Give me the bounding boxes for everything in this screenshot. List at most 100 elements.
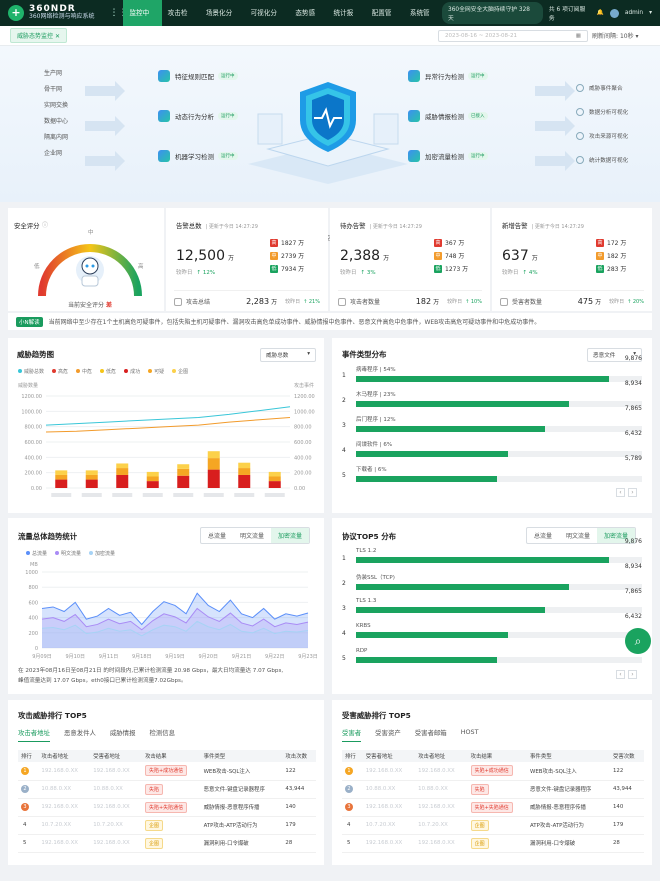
segment-tab[interactable]: 总流量 (208, 533, 227, 540)
bell-icon[interactable]: 🔔 (596, 10, 604, 16)
rank-tab[interactable]: 受害资产 (375, 729, 401, 737)
avatar[interactable] (609, 8, 619, 18)
nav-item[interactable]: 场景化分析 (205, 9, 233, 43)
next-icon[interactable]: › (628, 488, 637, 497)
nav-item[interactable]: 可视化分析 (250, 9, 277, 43)
feature-threat-intel[interactable]: 威胁情报检测 已接入 (408, 110, 488, 122)
delta-value: ↑ 12% (196, 270, 216, 276)
bar-row[interactable]: 4 KRBS 6,432 (342, 613, 642, 638)
column-header[interactable]: 受害者地址 (362, 750, 416, 762)
table-row[interactable]: 1 192.168.0.XX 192.168.0.XX 失陷+成功通信 WEB攻击-SQ… (342, 762, 644, 781)
output-item[interactable]: 数据分析可视化 (576, 100, 628, 124)
table-cell: 10.88.0.XX (90, 780, 142, 799)
legend-item[interactable]: 明文流量 (55, 550, 81, 557)
trend-dropdown[interactable]: 威胁总数 ▾ (260, 348, 316, 362)
refresh-interval[interactable]: 刷新间隔: 10秒 ▾ (592, 33, 639, 40)
segment-tab[interactable]: 加密流量 (271, 528, 310, 543)
app-grid-icon[interactable]: ⋮⋮ (109, 8, 128, 18)
nav-item[interactable]: 监控中心 (123, 0, 162, 43)
nav-item[interactable]: 攻击检测 (167, 9, 188, 43)
column-header[interactable]: 排行 (18, 750, 39, 762)
prev-icon[interactable]: ‹ (616, 488, 625, 497)
output-item[interactable]: 统计数据可视化 (576, 148, 628, 172)
feature-rule-match[interactable]: 特征规则匹配 运行中 (158, 70, 238, 82)
bar-row[interactable]: 4 间谍软件 | 6% 6,432 (342, 430, 642, 457)
legend-item[interactable]: 加密流量 (89, 550, 115, 557)
bar-row[interactable]: 2 伪装SSL（TCP) 8,934 (342, 563, 642, 590)
rank-tab[interactable]: 检测信息 (149, 729, 176, 737)
next-icon[interactable]: › (628, 670, 637, 679)
legend-item[interactable]: 总流量 (26, 550, 47, 557)
left-axis-label: 威胁数量 (18, 383, 39, 389)
tab-threat-monitor[interactable]: 威胁态势监控 ✕ (10, 28, 67, 43)
column-header[interactable]: 攻击者地址 (38, 750, 91, 762)
legend-item[interactable]: 成功 (124, 368, 140, 375)
segment-tab[interactable]: 明文流量 (566, 533, 591, 540)
column-header[interactable]: 受害次数 (609, 750, 644, 762)
close-icon[interactable]: ✕ (54, 33, 60, 40)
bar-row[interactable]: 3 TLS 1.3 7,865 (342, 588, 642, 613)
column-header[interactable]: 受害者地址 (90, 750, 142, 762)
table-row[interactable]: 4 10.7.20.XX 10.7.20.XX 企图 ATP攻击-ATP活动行为 179 (342, 816, 644, 835)
feature-dynamic-behavior[interactable]: 动态行为分析 运行中 (158, 110, 238, 122)
table-row[interactable]: 3 192.168.0.XX 192.168.0.XX 失陷+失陷通信 威胁情报-恶意程… (18, 798, 316, 817)
column-header[interactable]: 事件类型 (200, 750, 283, 762)
bar-track (356, 451, 642, 457)
table-row[interactable]: 5 192.168.0.XX 192.168.0.XX 企图 漏洞利用-口令爆破 28 (342, 834, 644, 853)
table-row[interactable]: 3 192.168.0.XX 192.168.0.XX 失陷+失陷通信 威胁情报-恶意程… (342, 798, 644, 817)
legend-item[interactable]: 企图 (172, 368, 188, 375)
segment-tab[interactable]: 明文流量 (240, 533, 265, 540)
rank-tab[interactable]: 恶意发件人 (63, 729, 96, 737)
table-row[interactable]: 4 10.7.20.XX 10.7.20.XX 企图 ATP攻击-ATP活动行为 179 (18, 816, 316, 835)
table-row[interactable]: 1 192.168.0.XX 192.168.0.XX 失陷+成功通信 WEB攻击-SQ… (18, 762, 316, 781)
bar-row[interactable]: 5RDP5,789 (342, 638, 642, 663)
nav-item[interactable]: 态势感知 (295, 9, 316, 43)
segment-tab[interactable]: 总流量 (534, 533, 553, 540)
column-header[interactable]: 攻击次数 (282, 750, 316, 762)
output-item[interactable]: 攻击来源可视化 (576, 124, 628, 148)
column-header[interactable]: 攻击结果 (467, 750, 528, 762)
legend-item[interactable]: 可疑 (148, 368, 164, 375)
chevron-down-icon[interactable]: ▾ (649, 10, 652, 16)
table-row[interactable]: 2 10.88.0.XX 10.88.0.XX 失陷 恶意文件-键盘记录器程序 43,94… (342, 780, 644, 799)
table-cell: 4 (342, 816, 363, 835)
user-name[interactable]: admin (624, 10, 644, 16)
legend-item[interactable]: 中危 (76, 368, 92, 375)
legend-item[interactable]: 威胁总数 (18, 368, 44, 375)
rank-tab[interactable]: 威胁情报 (109, 729, 136, 737)
prev-icon[interactable]: ‹ (616, 670, 625, 679)
nav-item[interactable]: 统计报表 (333, 9, 354, 43)
date-range-picker[interactable]: 2023-08-16 ~ 2023-08-21 ▦ (438, 30, 588, 42)
feature-anomaly[interactable]: 异常行为检测 运行中 (408, 70, 488, 82)
column-header[interactable]: 事件类型 (527, 750, 610, 762)
column-header[interactable]: 攻击者地址 (415, 750, 468, 762)
feature-ml-detect[interactable]: 机器学习检测 运行中 (158, 150, 238, 162)
column-header[interactable]: 排行 (342, 750, 363, 762)
table-row[interactable]: 2 10.88.0.XX 10.88.0.XX 失陷 恶意文件-键盘记录器程序 43,94… (18, 780, 316, 799)
bar-row[interactable]: 2 木马程序 | 23% 8,934 (342, 380, 642, 407)
table-row[interactable]: 5 192.168.0.XX 192.168.0.XX 企图 漏洞利用-口令爆破 28 (18, 834, 316, 853)
nav-item[interactable]: 系统管理 (409, 9, 430, 43)
rank-tab[interactable]: HOST (460, 728, 479, 736)
output-item[interactable]: 威胁事件聚合 (576, 76, 628, 100)
rank-tab[interactable]: 攻击者地址 (18, 728, 50, 742)
help-icon[interactable]: ⓘ (42, 222, 49, 229)
bar-row[interactable]: 1 TLS 1.2 9,876 (342, 538, 642, 563)
bar-row[interactable]: 3 后门程序 | 12% 7,865 (342, 405, 642, 432)
nav-item[interactable]: 配置管理 (371, 9, 392, 43)
y-tick-label: 800 (28, 585, 38, 591)
event-dropdown[interactable]: 恶意文件 ▾ (587, 348, 642, 362)
bar-row[interactable]: 5 下载者 | 6% 5,789 (342, 455, 642, 482)
subscriptions-text[interactable]: 共 6 项订阅服务 (548, 7, 586, 22)
feature-encrypted-traffic[interactable]: 加密流量检测 运行中 (408, 150, 488, 162)
rule-icon (158, 70, 170, 82)
segment-tab[interactable]: 加密流量 (597, 528, 636, 543)
search-fab-icon[interactable]: ⌕ (625, 628, 651, 654)
app-logo[interactable]: + 360NDR 360网络检测与响应系统 (0, 5, 109, 21)
legend-item[interactable]: 高危 (52, 368, 68, 375)
rank-tab[interactable]: 受害者邮箱 (414, 729, 447, 737)
column-header[interactable]: 攻击结果 (141, 750, 201, 762)
rank-tab[interactable]: 受害者 (342, 728, 362, 742)
legend-item[interactable]: 低危 (100, 368, 116, 375)
bar-row[interactable]: 1 病毒程序 | 54% 9,876 (342, 355, 642, 382)
